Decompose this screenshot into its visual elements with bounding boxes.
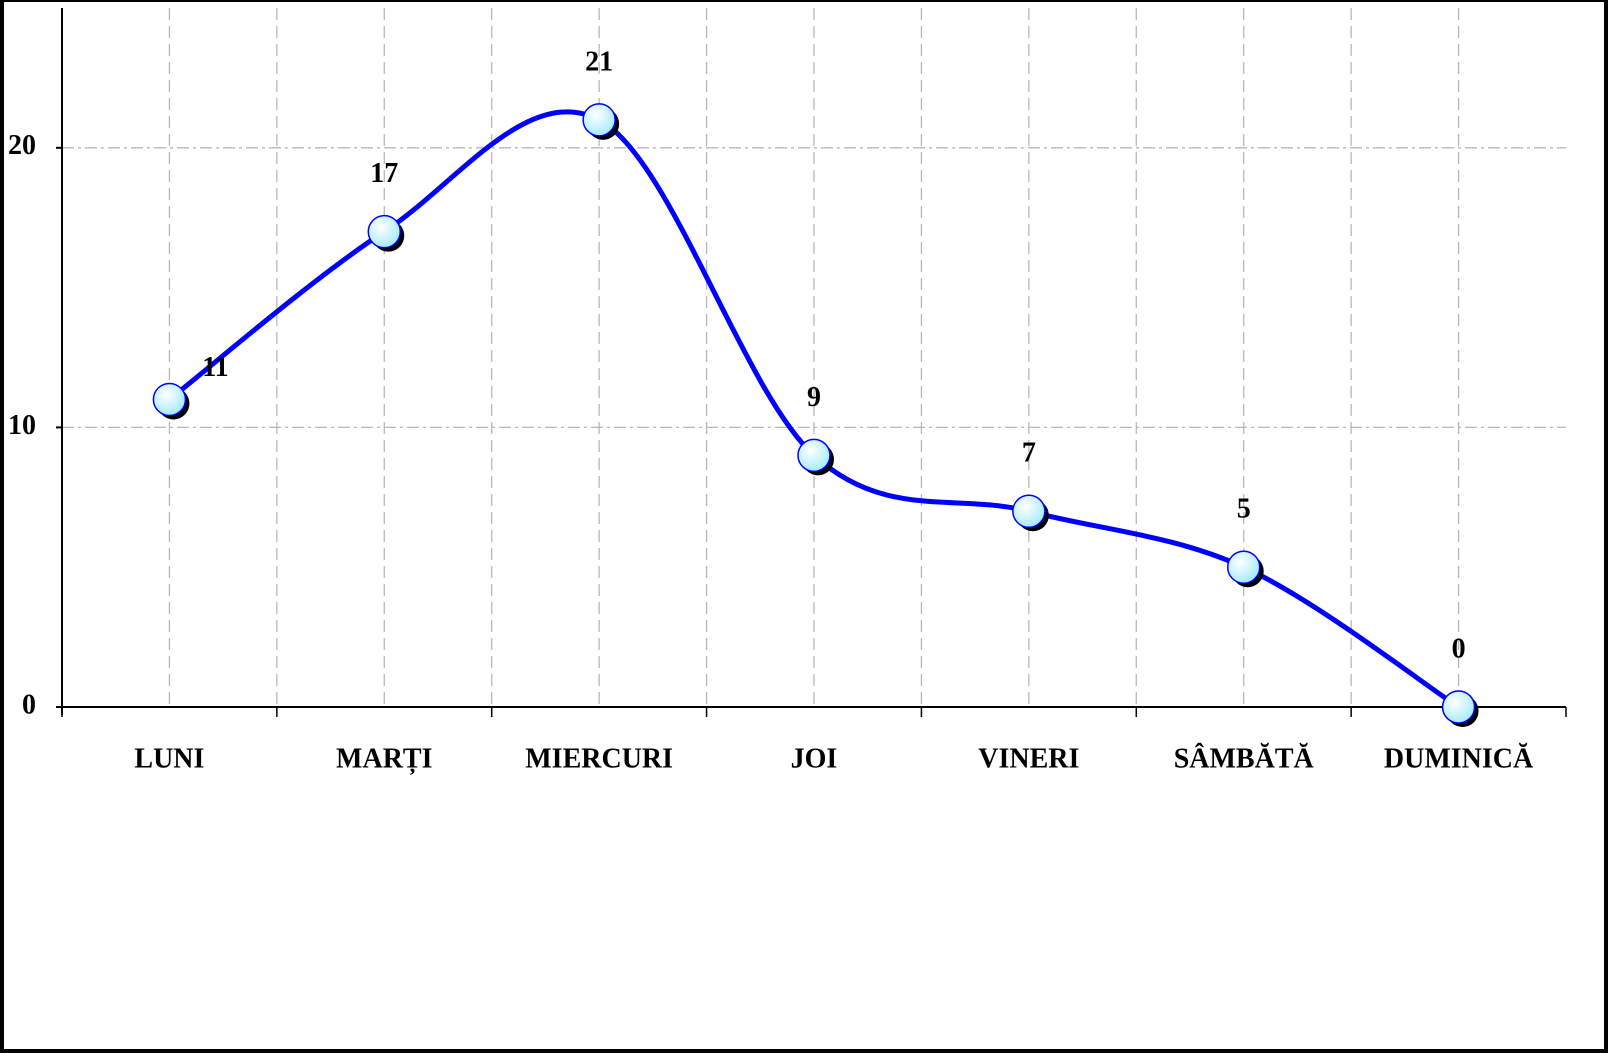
data-label: 11 bbox=[202, 352, 228, 383]
x-tick-label: JOI bbox=[791, 743, 838, 774]
x-tick-label: MARȚI bbox=[336, 743, 432, 775]
data-label: 5 bbox=[1237, 494, 1251, 525]
data-label: 7 bbox=[1022, 438, 1036, 469]
data-label: 9 bbox=[807, 382, 821, 413]
x-tick-label: DUMINICĂ bbox=[1384, 743, 1534, 774]
x-tick-label: VINERI bbox=[978, 743, 1079, 774]
x-tick-label: LUNI bbox=[134, 743, 204, 774]
y-tick-label: 0 bbox=[22, 689, 36, 720]
marker bbox=[582, 103, 616, 137]
marker bbox=[1441, 690, 1476, 724]
marker bbox=[1012, 494, 1046, 529]
data-label: 17 bbox=[370, 158, 398, 189]
marker bbox=[367, 214, 402, 249]
marker bbox=[797, 438, 831, 473]
marker bbox=[1226, 550, 1261, 584]
data-label: 21 bbox=[585, 46, 613, 77]
x-tick-label: MIERCURI bbox=[525, 743, 673, 774]
marker bbox=[152, 382, 187, 417]
y-tick-label: 20 bbox=[8, 130, 36, 161]
x-tick-label: SÂMBĂTĂ bbox=[1174, 743, 1315, 774]
y-tick-label: 10 bbox=[8, 410, 36, 441]
data-label: 0 bbox=[1452, 633, 1466, 664]
